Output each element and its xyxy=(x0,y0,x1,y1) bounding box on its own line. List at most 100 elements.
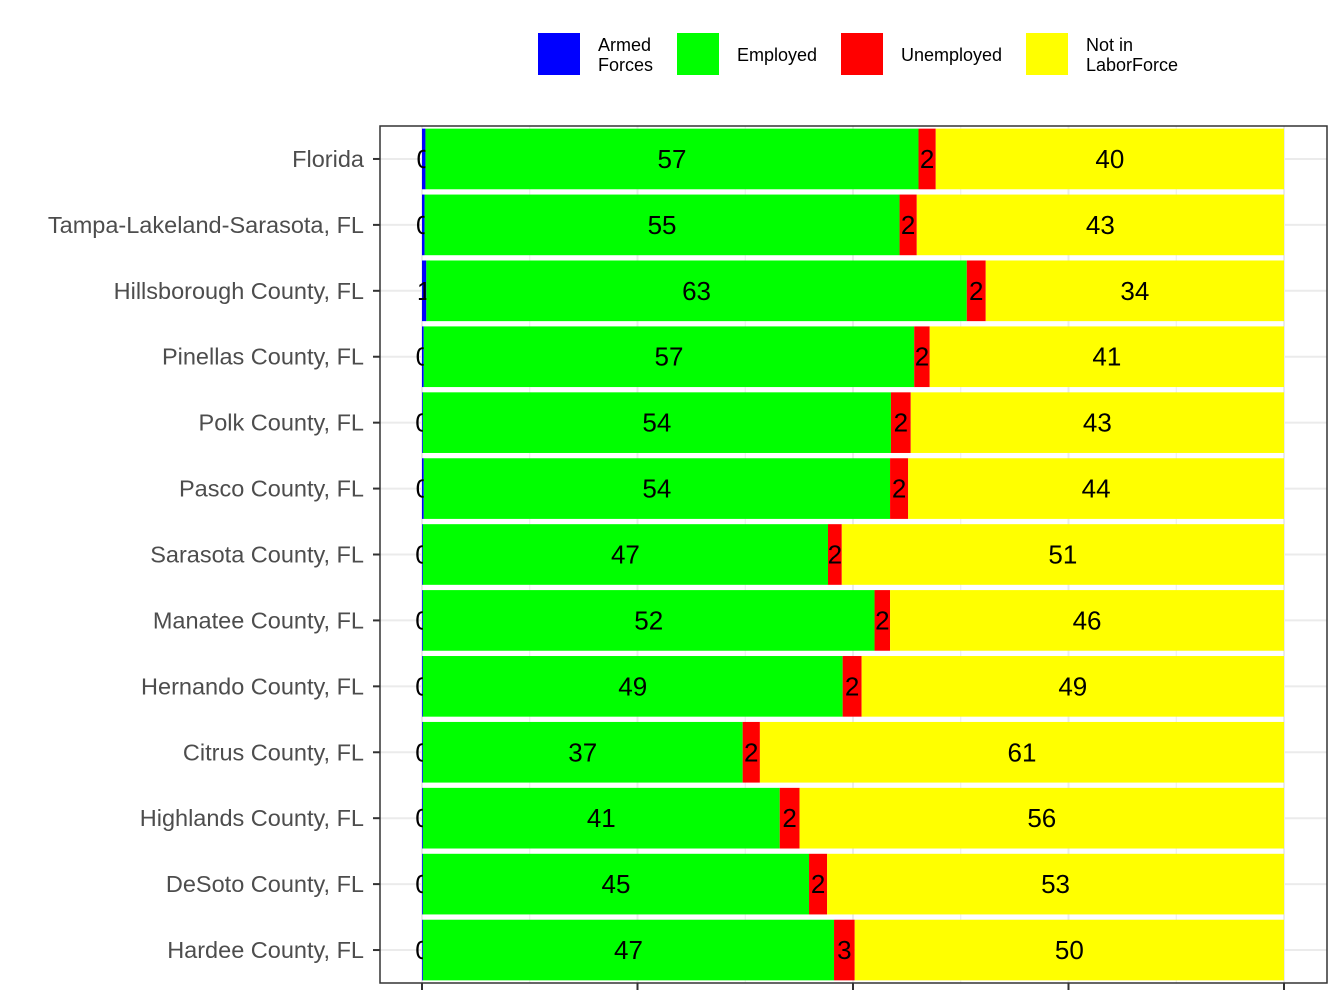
data-label: 2 xyxy=(845,671,859,701)
bar-citrus-county-fl-armed-forces xyxy=(422,721,423,783)
legend-swatch-unemployed xyxy=(841,33,883,75)
data-label: 54 xyxy=(642,474,671,504)
bar-florida-not-in-laborforce xyxy=(935,128,1284,190)
bar-manatee-county-fl-armed-forces xyxy=(422,590,423,651)
data-label: 53 xyxy=(1041,869,1070,899)
bar-citrus-county-fl-unemployed xyxy=(742,721,760,783)
bar-manatee-county-fl-not-in-laborforce xyxy=(890,590,1284,651)
data-label: 47 xyxy=(614,935,643,965)
bar-polk-county-fl-employed xyxy=(422,392,891,453)
data-label: 2 xyxy=(744,737,758,767)
data-label: 2 xyxy=(782,803,796,833)
bar-hernando-county-fl-armed-forces xyxy=(422,656,423,717)
bar-hernando-county-fl-employed xyxy=(422,656,843,717)
data-label: 3 xyxy=(837,935,851,965)
y-tick-label: Citrus County, FL xyxy=(183,739,364,765)
y-tick-label: Florida xyxy=(292,146,365,172)
bar-polk-county-fl-armed-forces xyxy=(422,392,423,453)
legend-swatch-employed xyxy=(677,33,719,75)
bar-highlands-county-fl-not-in-laborforce xyxy=(799,787,1284,849)
y-tick-label: Sarasota County, FL xyxy=(150,542,364,568)
data-label: 43 xyxy=(1086,210,1115,240)
y-tick-label: Hardee County, FL xyxy=(167,937,364,963)
bar-citrus-county-fl-employed xyxy=(422,721,743,783)
data-label: 43 xyxy=(1083,408,1112,438)
bar-sarasota-county-fl-employed xyxy=(422,524,829,585)
data-label: 2 xyxy=(875,605,889,635)
data-label: 57 xyxy=(655,342,684,372)
bar-sarasota-county-fl-armed-forces xyxy=(422,524,423,585)
bar-pasco-county-fl-employed xyxy=(423,458,891,519)
bar-highlands-county-fl-unemployed xyxy=(779,787,800,849)
data-label: 34 xyxy=(1120,276,1149,306)
bar-desoto-county-fl-employed xyxy=(422,853,810,915)
bar-florida-employed xyxy=(425,128,919,190)
data-label: 2 xyxy=(828,540,842,570)
bar-sarasota-county-fl-not-in-laborforce xyxy=(841,524,1284,585)
data-label: 2 xyxy=(920,144,934,174)
data-label: 49 xyxy=(1058,671,1087,701)
bar-pasco-county-fl-not-in-laborforce xyxy=(908,458,1284,519)
bar-pasco-county-fl-unemployed xyxy=(890,458,909,519)
y-tick-label: Pasco County, FL xyxy=(179,476,364,502)
bar-hillsborough-county-fl-armed-forces xyxy=(422,260,427,322)
data-label: 50 xyxy=(1055,935,1084,965)
bar-manatee-county-fl-employed xyxy=(422,590,875,651)
data-label: 2 xyxy=(915,342,929,372)
bar-highlands-county-fl-armed-forces xyxy=(422,787,423,849)
legend-label-employed: Employed xyxy=(737,45,818,65)
bar-citrus-county-fl-not-in-laborforce xyxy=(759,721,1284,783)
data-label: 41 xyxy=(1092,342,1121,372)
bar-pinellas-county-fl-not-in-laborforce xyxy=(929,326,1284,388)
bar-florida-unemployed xyxy=(918,128,936,190)
data-label: 49 xyxy=(618,671,647,701)
y-tick-label: Pinellas County, FL xyxy=(162,344,364,370)
data-label: 46 xyxy=(1073,605,1102,635)
data-label: 45 xyxy=(601,869,630,899)
data-label: 37 xyxy=(568,737,597,767)
y-tick-label: Hillsborough County, FL xyxy=(114,278,364,304)
bar-hardee-county-fl-employed xyxy=(422,919,835,981)
data-label: 41 xyxy=(587,803,616,833)
bar-pasco-county-fl-armed-forces xyxy=(422,458,424,519)
data-label: 40 xyxy=(1095,144,1124,174)
y-tick-label: Manatee County, FL xyxy=(153,607,364,633)
bar-florida-armed-forces xyxy=(422,128,426,190)
data-label: 56 xyxy=(1027,803,1056,833)
data-label: 61 xyxy=(1007,737,1036,767)
bar-tampa-lakeland-sarasota-fl-unemployed xyxy=(899,194,917,256)
y-tick-label: Highlands County, FL xyxy=(140,805,364,831)
legend-swatch-armed-forces xyxy=(538,33,580,75)
bar-tampa-lakeland-sarasota-fl-armed-forces xyxy=(422,194,425,256)
bar-pinellas-county-fl-armed-forces xyxy=(422,326,424,388)
data-label: 2 xyxy=(892,474,906,504)
bar-hardee-county-fl-not-in-laborforce xyxy=(854,919,1284,981)
legend-swatch-not-in-laborforce xyxy=(1026,33,1068,75)
y-tick-label: Polk County, FL xyxy=(199,410,364,436)
bar-tampa-lakeland-sarasota-fl-not-in-laborforce xyxy=(916,194,1284,256)
data-label: 47 xyxy=(611,540,640,570)
bar-hardee-county-fl-armed-forces xyxy=(422,919,423,981)
data-label: 2 xyxy=(901,210,915,240)
bar-hernando-county-fl-unemployed xyxy=(842,656,862,717)
bar-highlands-county-fl-employed xyxy=(422,787,780,849)
data-label: 52 xyxy=(634,605,663,635)
bar-hillsborough-county-fl-employed xyxy=(426,260,967,322)
bar-hillsborough-county-fl-not-in-laborforce xyxy=(985,260,1284,322)
data-label: 2 xyxy=(969,276,983,306)
data-label: 57 xyxy=(658,144,687,174)
bar-polk-county-fl-unemployed xyxy=(890,392,911,453)
y-tick-label: Hernando County, FL xyxy=(141,673,364,699)
data-label: 44 xyxy=(1082,474,1111,504)
data-label: 55 xyxy=(648,210,677,240)
data-label: 2 xyxy=(811,869,825,899)
bar-desoto-county-fl-armed-forces xyxy=(422,853,423,915)
data-label: 51 xyxy=(1048,540,1077,570)
bar-polk-county-fl-not-in-laborforce xyxy=(910,392,1284,453)
bar-desoto-county-fl-not-in-laborforce xyxy=(827,853,1284,915)
legend-label-armed-forces: Armed Forces xyxy=(598,35,654,75)
bar-pinellas-county-fl-employed xyxy=(423,326,915,388)
data-label: 2 xyxy=(894,408,908,438)
bar-tampa-lakeland-sarasota-fl-employed xyxy=(424,194,900,256)
